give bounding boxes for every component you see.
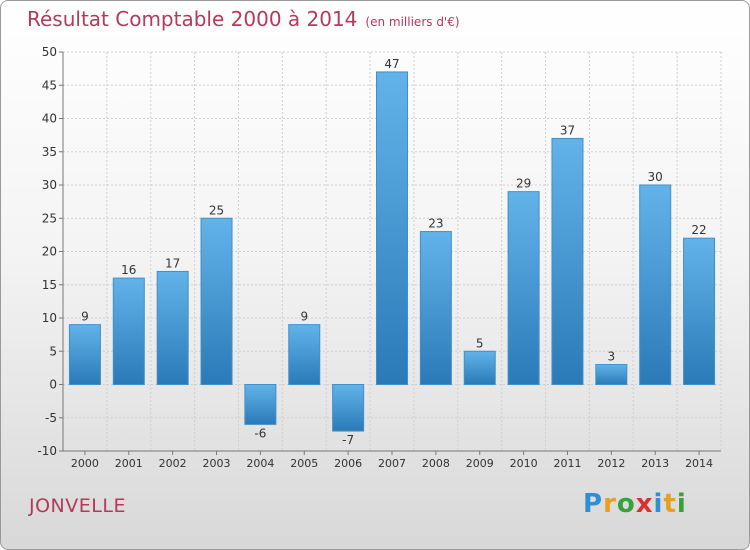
x-tick-label: 2006 [334, 457, 362, 470]
logo-letter: t [663, 489, 677, 519]
data-label-2013: 30 [648, 170, 663, 184]
bar-2011 [551, 137, 584, 385]
x-tick-label: 2004 [246, 457, 274, 470]
logo-letter: P [583, 489, 604, 519]
town-name: JONVELLE [29, 495, 126, 517]
logo-letter: o [616, 489, 636, 519]
y-tick-label: -5 [45, 411, 57, 425]
x-tick-label: 2008 [422, 457, 450, 470]
x-tick-label: 2002 [159, 457, 187, 470]
bar-2007 [376, 71, 408, 385]
data-label-2008: 23 [428, 217, 443, 231]
bar-2008 [419, 231, 452, 385]
y-tick-label: 15 [42, 278, 57, 292]
data-label-2002: 17 [165, 256, 180, 270]
logo-letter: i [676, 489, 687, 519]
bar-2012 [595, 364, 628, 385]
chart-subtitle: (en milliers d'€) [365, 15, 460, 29]
logo-letter: r [603, 489, 617, 519]
x-tick-label: 2001 [115, 457, 143, 470]
data-label-2006: -7 [342, 433, 354, 447]
x-tick-label: 2003 [203, 457, 231, 470]
y-tick-label: 45 [42, 78, 57, 92]
bar-2002 [156, 270, 189, 386]
y-tick-label: 40 [42, 112, 57, 126]
data-label-2004: -6 [254, 426, 266, 440]
data-label-2005: 9 [300, 310, 308, 324]
y-tick-label: 35 [42, 145, 57, 159]
bars [68, 71, 716, 432]
bar-2010 [507, 191, 540, 385]
y-tick-label: 50 [42, 45, 57, 59]
data-label-2014: 22 [691, 223, 706, 237]
y-tick-label: 20 [42, 245, 57, 259]
y-tick-label: 30 [42, 178, 57, 192]
logo-letter: x [635, 489, 654, 519]
y-tick-label: 0 [49, 378, 57, 392]
y-tick-label: -10 [37, 444, 57, 458]
data-label-2007: 47 [384, 57, 399, 71]
bar-2014 [683, 237, 716, 385]
chart-title: Résultat Comptable 2000 à 2014 (en millie… [27, 7, 460, 31]
x-tick-label: 2011 [553, 457, 581, 470]
bar-2004 [244, 384, 277, 425]
logo-letter: i [653, 489, 664, 519]
bar-2005 [288, 324, 321, 385]
x-tick-label: 2013 [641, 457, 669, 470]
bar-2001 [112, 277, 145, 386]
bar-2003 [200, 217, 233, 385]
bar-2009 [463, 350, 496, 385]
data-label-2012: 3 [608, 350, 616, 364]
bar-2006 [332, 384, 365, 432]
x-tick-label: 2010 [510, 457, 538, 470]
x-tick-label: 2005 [290, 457, 318, 470]
y-tick-label: 25 [42, 211, 57, 225]
y-tick-label: 10 [42, 311, 57, 325]
y-tick-label: 5 [49, 344, 57, 358]
x-tick-label: 2000 [71, 457, 99, 470]
data-label-2001: 16 [121, 263, 136, 277]
x-tick-label: 2012 [597, 457, 625, 470]
x-tick-label: 2014 [685, 457, 713, 470]
data-label-2011: 37 [560, 123, 575, 137]
data-label-2009: 5 [476, 336, 484, 350]
data-label-2003: 25 [209, 203, 224, 217]
data-label-2010: 29 [516, 177, 531, 191]
title-text: Résultat Comptable 2000 à 2014 [27, 7, 358, 31]
x-tick-label: 2009 [466, 457, 494, 470]
bar-2000 [68, 324, 101, 385]
x-tick-label: 2007 [378, 457, 406, 470]
proxiti-logo: Proxiti [583, 489, 687, 519]
data-label-2000: 9 [81, 310, 89, 324]
bar-2013 [639, 184, 672, 385]
data-labels: 9 16 17 25 -6 9 -7 47 23 5 29 37 3 30 22 [81, 57, 707, 447]
